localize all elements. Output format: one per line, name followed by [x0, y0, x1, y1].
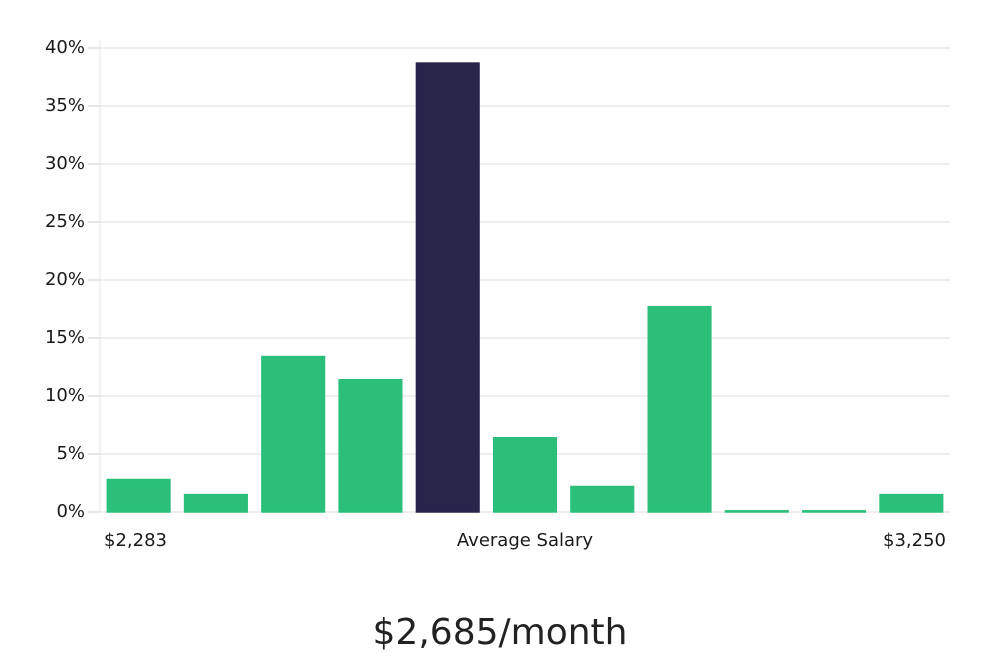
bar	[338, 379, 403, 513]
y-tick-label: 35%	[45, 95, 85, 116]
y-tick-label: 5%	[56, 443, 85, 464]
y-tick-label: 40%	[45, 37, 85, 58]
bar	[183, 493, 248, 513]
bar	[802, 510, 867, 513]
bar	[261, 355, 326, 513]
bar	[106, 478, 171, 513]
y-tick-label: 25%	[45, 211, 85, 232]
salary-annotation: $2,685/month	[373, 612, 628, 653]
x-axis-label: $3,250	[883, 530, 946, 551]
bar	[570, 485, 635, 513]
y-tick-label: 30%	[45, 153, 85, 174]
bar	[879, 493, 944, 513]
bar	[724, 510, 789, 513]
y-tick-label: 0%	[56, 501, 85, 522]
y-tick-label: 10%	[45, 385, 85, 406]
bar	[415, 62, 480, 513]
x-axis-label: $2,283	[104, 530, 167, 551]
bar	[492, 437, 558, 513]
x-axis-label: Average Salary	[457, 530, 594, 551]
y-tick-label: 15%	[45, 327, 85, 348]
y-tick-label: 20%	[45, 269, 85, 290]
bar	[647, 305, 712, 513]
